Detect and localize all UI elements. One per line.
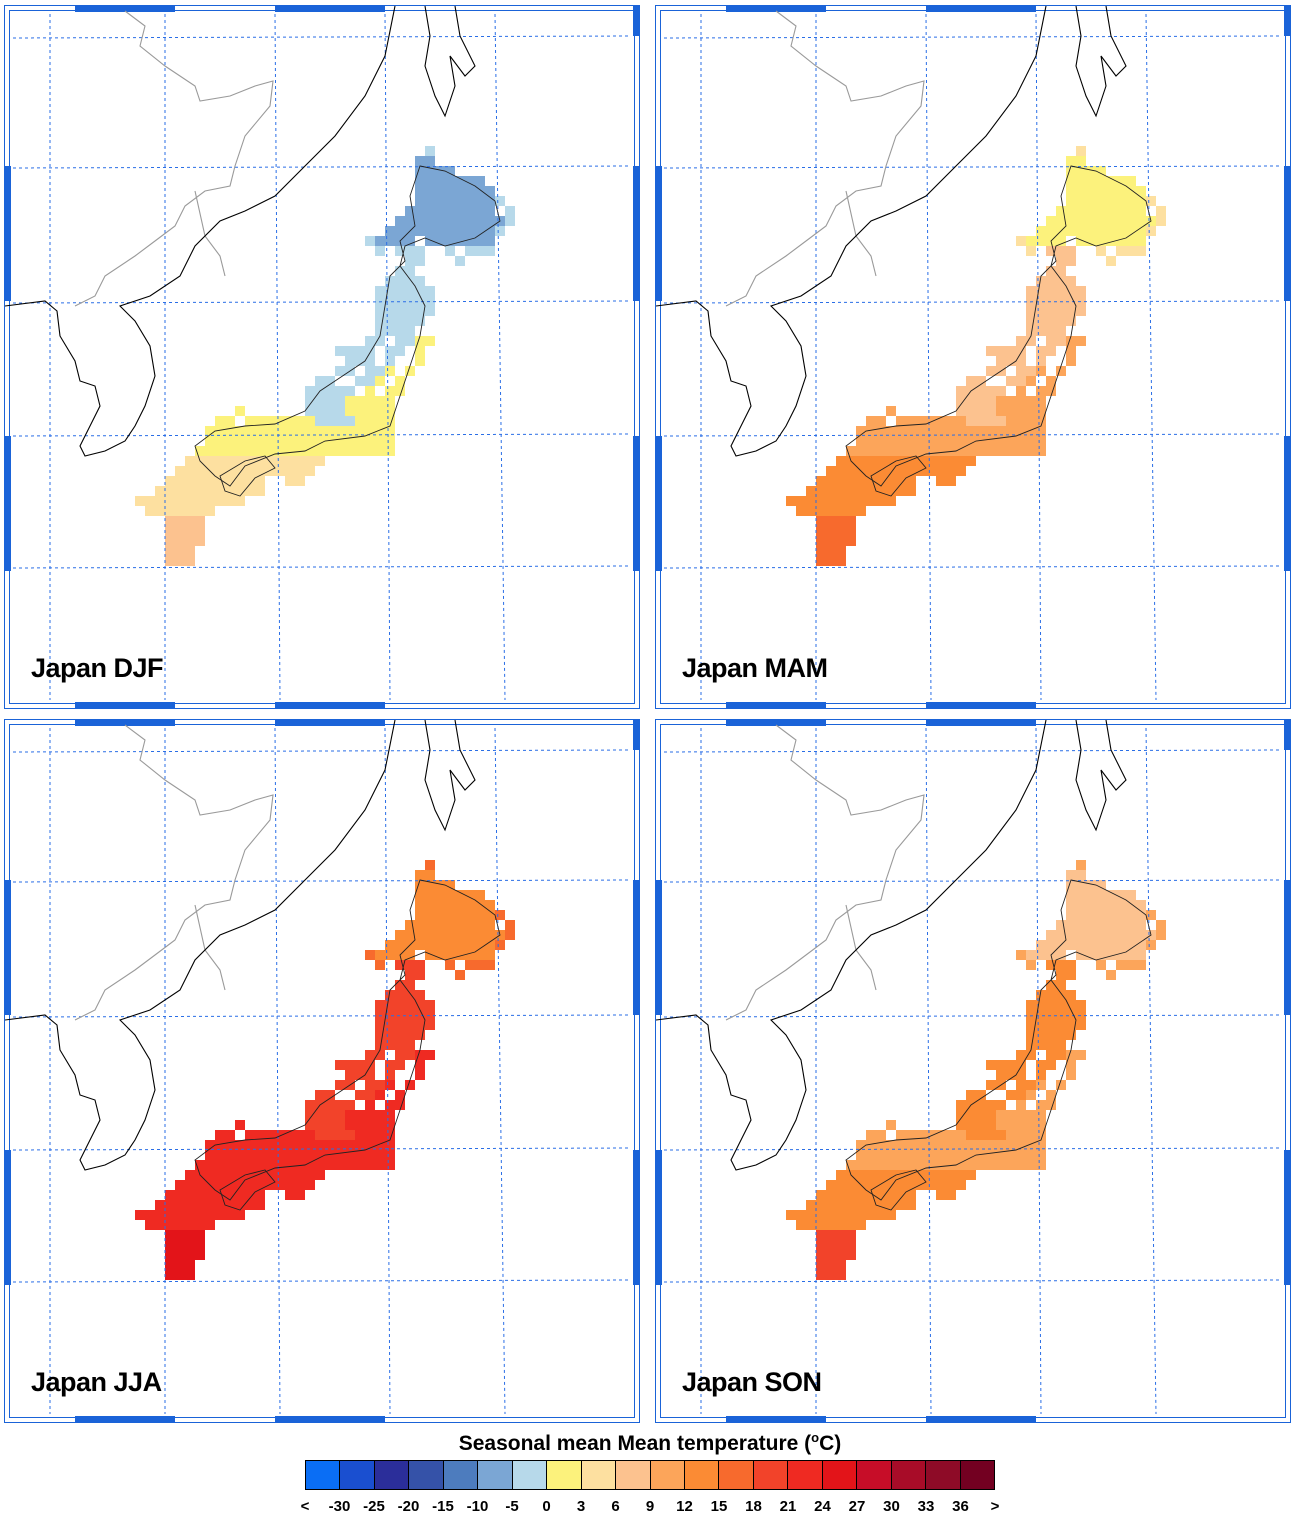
- panel-title: Japan DJF: [31, 653, 164, 683]
- japan-temperature-map: [656, 6, 1290, 708]
- map-panel-jja: Japan JJA: [4, 719, 640, 1423]
- legend-swatch: [650, 1461, 685, 1489]
- legend-tick-labels: < -30 -25 -20 -15 -10 -5 0 3 6 9 12 15 18 21 24 27 30 33 36…: [0, 1498, 1300, 1518]
- legend-swatch: [443, 1461, 479, 1489]
- map-plot-area: [9, 10, 635, 704]
- legend-tick-label: >: [990, 1498, 1000, 1515]
- japan-temperature-map: [656, 720, 1290, 1422]
- legend-swatch: [788, 1461, 823, 1489]
- legend-swatch: [581, 1461, 617, 1489]
- legend-swatch: [857, 1461, 892, 1489]
- legend-tick-label: 15: [710, 1498, 728, 1515]
- panel-title: Japan MAM: [682, 653, 828, 683]
- legend-tick-label: -15: [432, 1498, 454, 1515]
- legend-swatch: [753, 1461, 789, 1489]
- legend-swatch: [374, 1461, 410, 1489]
- panel-title: Japan SON: [682, 1367, 822, 1397]
- legend-tick-label: 3: [576, 1498, 586, 1515]
- legend-tick-label: 27: [848, 1498, 866, 1515]
- legend-swatch: [478, 1461, 513, 1489]
- legend-swatch: [719, 1461, 754, 1489]
- legend-tick-label: 9: [645, 1498, 655, 1515]
- legend-swatch: [891, 1461, 927, 1489]
- legend-tick-label: 21: [779, 1498, 797, 1515]
- map-panel-djf: Japan DJF: [4, 5, 640, 709]
- legend-tick-label: 30: [883, 1498, 900, 1515]
- legend-tick-label: -20: [397, 1498, 420, 1515]
- legend-tick-label: -10: [466, 1498, 489, 1515]
- legend-swatch: [684, 1461, 720, 1489]
- legend-tick-label: 33: [917, 1498, 935, 1515]
- legend-swatch: [409, 1461, 444, 1489]
- map-panel-mam: Japan MAM: [655, 5, 1291, 709]
- legend-tick-label: 24: [814, 1498, 831, 1515]
- legend-tick-label: -5: [505, 1498, 519, 1515]
- legend-swatch: [512, 1461, 548, 1489]
- map-plot-area: [660, 724, 1286, 1418]
- legend-swatch: [616, 1461, 651, 1489]
- legend-swatch: [340, 1461, 375, 1489]
- legend-swatch: [822, 1461, 858, 1489]
- legend-swatch: [960, 1461, 995, 1489]
- legend-title: Seasonal mean Mean temperature (oC): [458, 1430, 842, 1455]
- legend-tick-label: 6: [611, 1498, 620, 1515]
- legend-tick-label: 12: [676, 1498, 693, 1515]
- legend-tick-label: 36: [952, 1498, 969, 1515]
- color-legend-bar: [305, 1460, 995, 1490]
- japan-temperature-map: [5, 720, 639, 1422]
- legend-swatch: [926, 1461, 961, 1489]
- legend-tick-label: <: [300, 1498, 310, 1515]
- legend-swatch: [306, 1461, 341, 1489]
- legend-tick-label: -30: [328, 1498, 351, 1515]
- panel-title: Japan JJA: [31, 1367, 162, 1397]
- map-plot-area: [9, 724, 635, 1418]
- map-plot-area: [660, 10, 1286, 704]
- map-panel-son: Japan SON: [655, 719, 1291, 1423]
- legend-tick-label: 0: [542, 1498, 551, 1515]
- legend-tick-label: -25: [363, 1498, 385, 1515]
- legend-tick-label: 18: [745, 1498, 762, 1515]
- legend-swatch: [547, 1461, 582, 1489]
- japan-temperature-map: [5, 6, 639, 708]
